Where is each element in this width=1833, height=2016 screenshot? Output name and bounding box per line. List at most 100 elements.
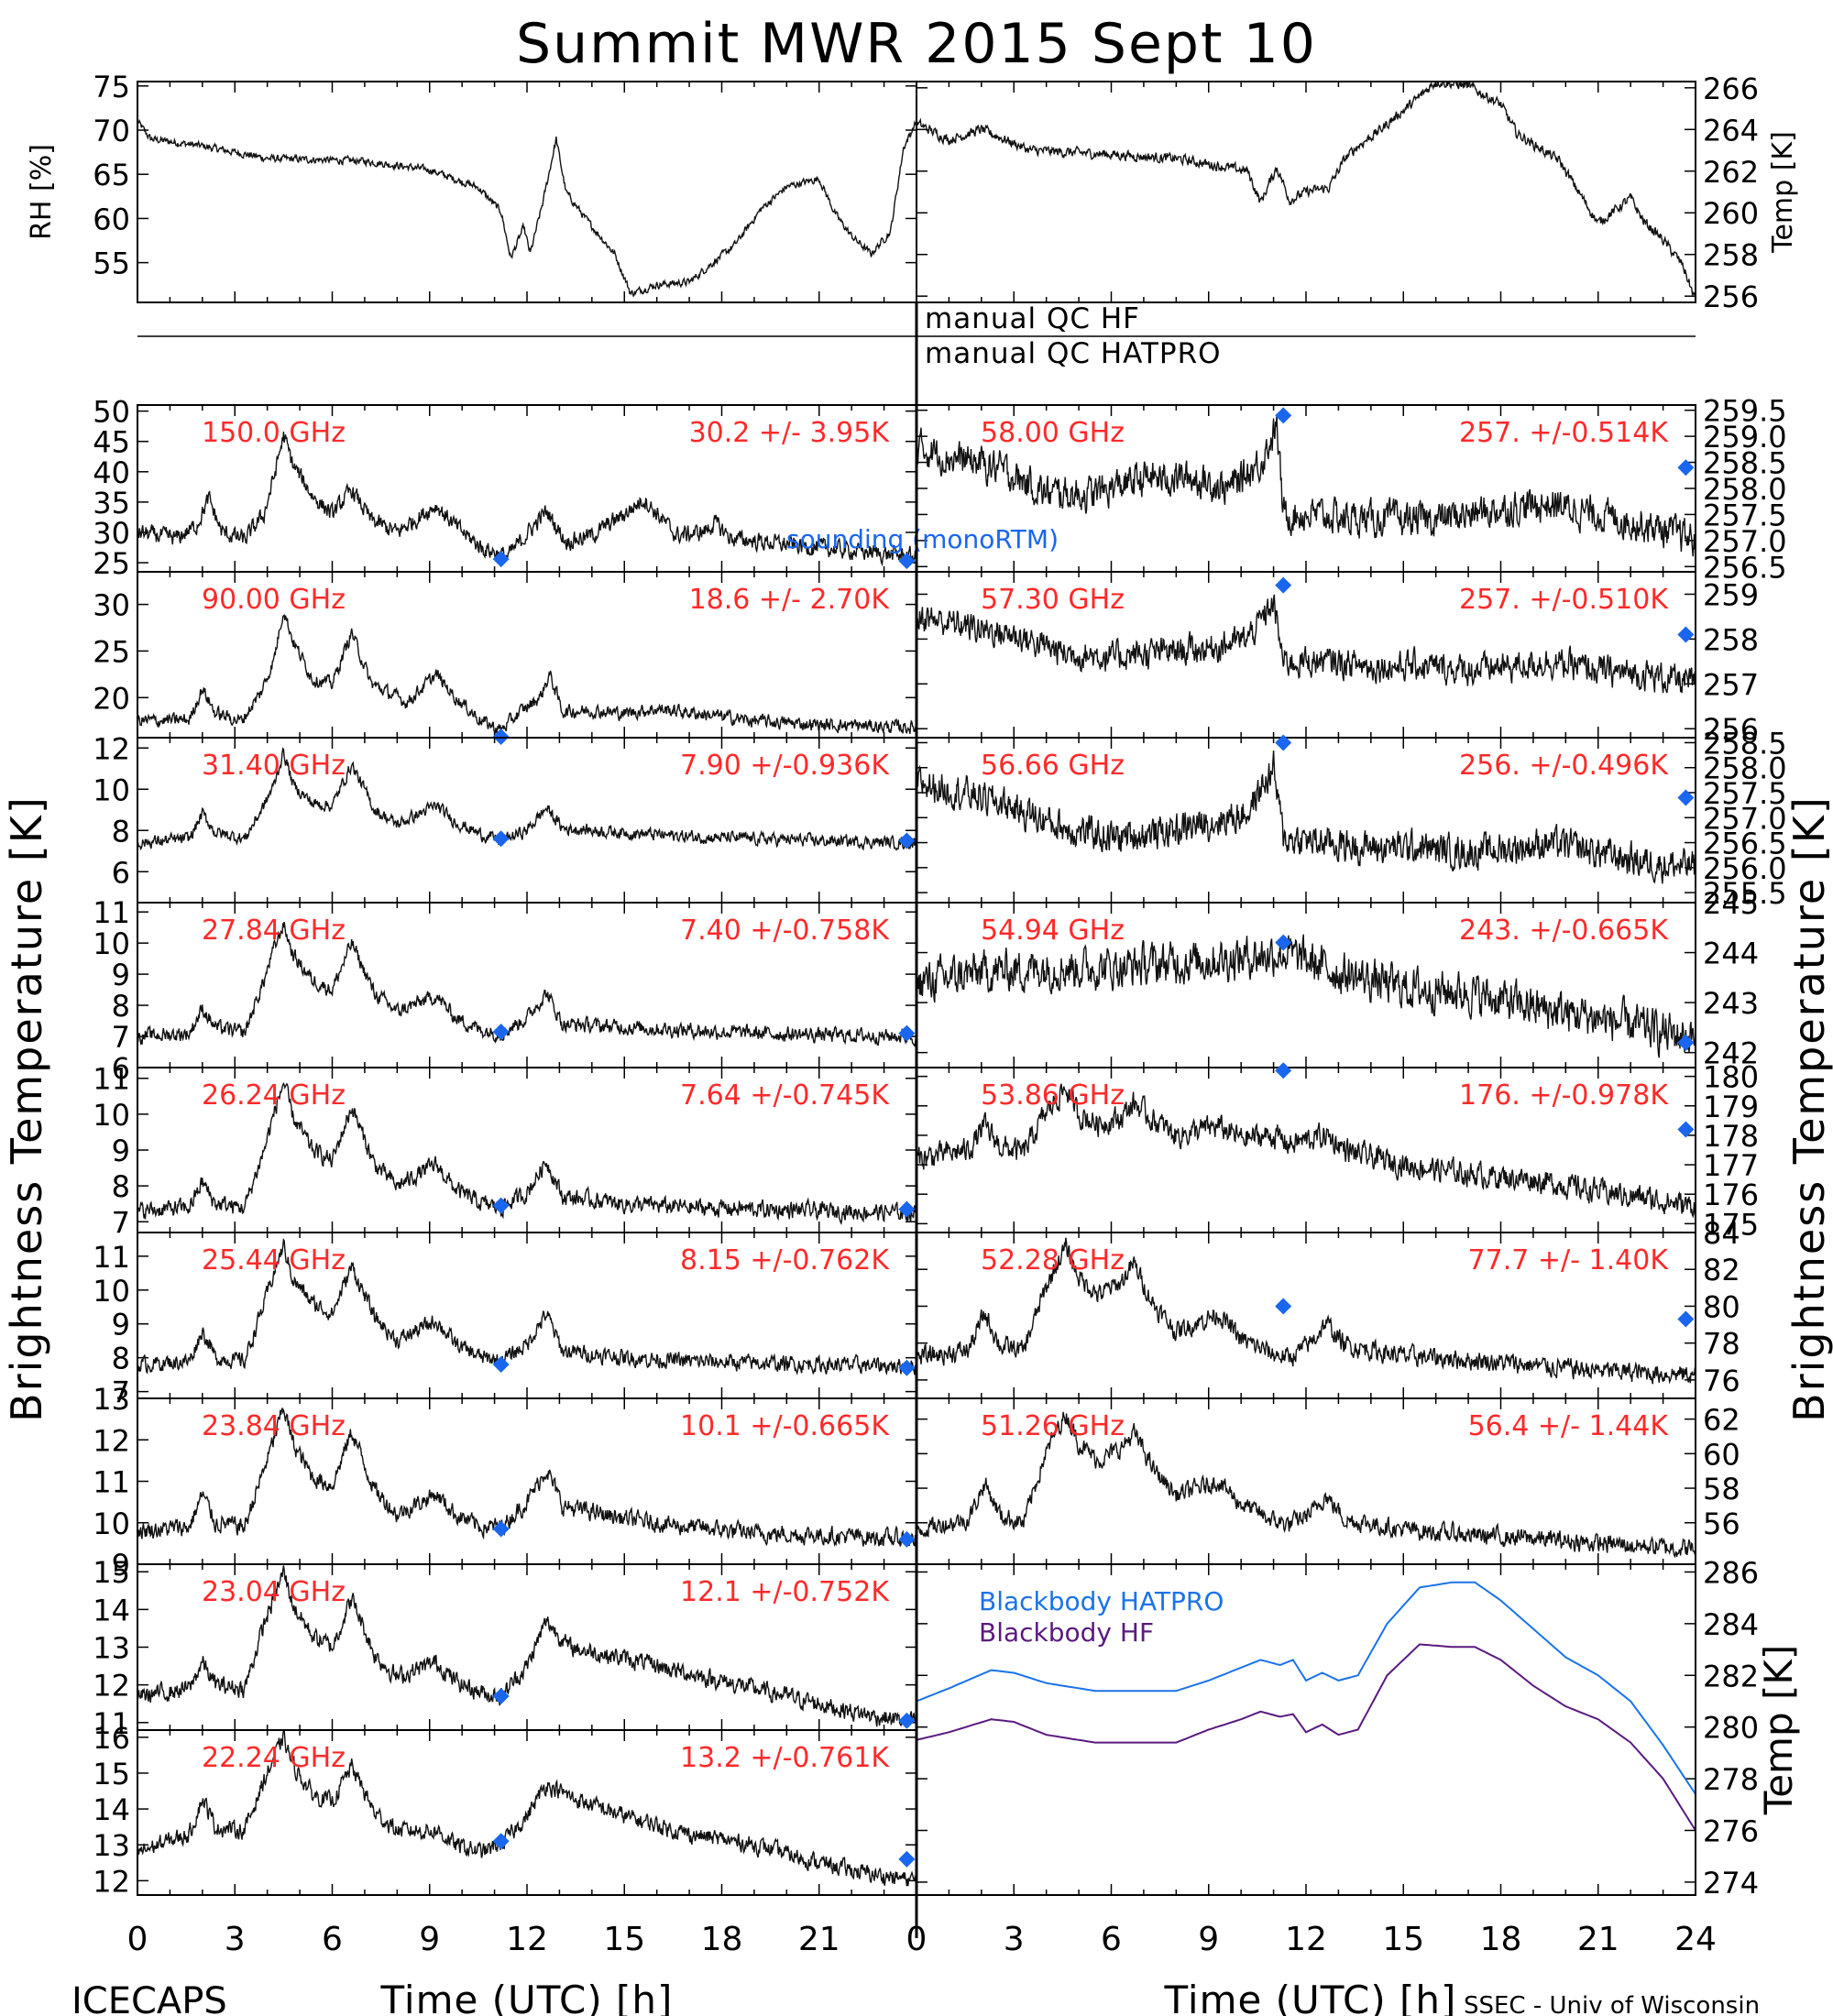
data-trace [138,747,916,851]
y-tick-label: 180 [1703,1060,1759,1095]
sounding-marker [1275,1298,1292,1315]
chart-panel: 0 3 6 9 12 15 18 21 24 274 276 278 280 282 284 286 Temp … [906,1555,1801,1958]
x-tick-label: 6 [322,1921,343,1958]
data-trace [138,431,916,567]
channel-stats-label: 13.2 +/-0.761K [680,1742,890,1774]
data-layer [138,431,916,567]
sounding-marker [1677,1310,1695,1328]
y-tick-label: 175 [1703,1207,1759,1242]
x-tick-label: 18 [1480,1921,1522,1958]
left-y-axis-label: Brightness Temperature [K] [2,795,51,1422]
channel-stats-label: 18.6 +/- 2.70K [689,584,891,616]
left-x-axis-label: Time (UTC) [h] [380,1978,674,2016]
data-trace [917,1237,1695,1385]
channel-frequency-label: 25.44 GHz [202,1244,346,1276]
footer-right-label: SSEC - Univ of Wisconsin [1464,1992,1760,2016]
y-tick-label: 7 [112,1375,130,1410]
y-tick-label: 76 [1703,1364,1740,1398]
y-tick-label: 256.5 [1703,550,1787,585]
y-tick-label: 256 [1703,712,1759,747]
sounding-marker [1677,459,1695,477]
sounding-marker [898,1850,916,1868]
y-tick-label: 286 [1703,1555,1759,1590]
data-trace [138,614,916,735]
y-tick-label: 274 [1703,1866,1759,1901]
data-trace [138,1565,916,1727]
y-tick-label: 9 [112,1134,130,1168]
y-tick-label: 280 [1703,1711,1759,1746]
sounding-marker [492,1520,510,1538]
y-tick-label: 6 [112,855,130,890]
channel-frequency-label: 31.40 GHz [202,750,346,782]
y-tick-label: 14 [93,1593,130,1627]
data-trace [917,82,1695,298]
y-tick-label: 258.0 [1703,751,1787,786]
y-tick-label: 12 [93,731,130,766]
channel-frequency-label: 56.66 GHz [981,750,1125,782]
y-tick-label: 284 [1703,1607,1759,1642]
channel-frequency-label: 90.00 GHz [202,584,346,616]
sounding-marker [492,1687,510,1704]
data-trace [138,1408,916,1548]
sounding-marker [898,553,916,570]
channel-stats-label: 257. +/-0.510K [1459,584,1669,616]
x-tick-label: 21 [1577,1921,1619,1958]
y-tick-label: 258 [1703,622,1759,657]
sounding-marker [1677,1034,1695,1051]
channel-stats-label: 8.15 +/-0.762K [680,1244,890,1276]
chart-panel: 9 10 11 12 13 23.84 GHz 10.1 +/-0.665K [93,1382,917,1583]
y-axis-label: RH [%] [26,144,58,240]
sounding-marker [898,832,916,849]
y-tick-label: 257.5 [1703,498,1787,532]
x-tick-label: 18 [701,1921,743,1958]
chart-panel: 242 243 244 245 54.94 GHz 243. +/-0.665K [916,886,1759,1071]
y-axis-label: Temp [K] [1756,1645,1801,1816]
x-tick-label: 3 [225,1921,246,1958]
y-tick-label: 256.0 [1703,851,1787,886]
sounding-marker [492,1356,510,1374]
manual-qc-hatpro-label: manual QC HATPRO [925,337,1222,370]
channel-stats-label: 77.7 +/- 1.40K [1468,1244,1670,1276]
y-tick-label: 25 [93,546,130,581]
data-trace [917,750,1695,884]
y-tick-label: 13 [93,1828,130,1863]
y-tick-label: 177 [1703,1148,1759,1183]
y-tick-label: 9 [112,1548,130,1583]
y-tick-label: 84 [1703,1216,1740,1251]
y-tick-label: 278 [1703,1762,1759,1797]
y-tick-label: 262 [1703,155,1759,190]
y-axis-label: Temp [K] [1767,131,1799,254]
sounding-marker [898,1530,916,1548]
channel-frequency-label: 22.24 GHz [202,1742,346,1774]
y-tick-label: 25 [93,634,130,669]
y-tick-label: 55 [93,247,130,281]
channel-stats-label: 56.4 +/- 1.44K [1468,1410,1670,1442]
data-trace [917,1411,1695,1559]
sounding-marker [492,1197,510,1214]
x-tick-label: 9 [419,1921,440,1958]
data-trace [138,1731,916,1887]
footer-left-label: ICECAPS [71,1980,227,2016]
y-tick-label: 10 [93,1507,130,1541]
sounding-marker [1677,789,1695,806]
y-tick-label: 14 [93,1792,130,1827]
x-tick-label: 0 [906,1921,927,1958]
data-trace [138,921,916,1047]
data-layer [917,750,1695,884]
y-tick-label: 259.5 [1703,394,1787,429]
y-tick-label: 264 [1703,113,1759,148]
sounding-marker [898,1200,916,1218]
sounding-marker [492,728,510,745]
y-tick-label: 12 [93,1423,130,1458]
y-tick-label: 260 [1703,196,1759,231]
y-tick-label: 45 [93,425,130,460]
y-tick-label: 65 [93,158,130,192]
y-tick-label: 266 [1703,71,1759,106]
channel-stats-label: 12.1 +/-0.752K [680,1576,890,1608]
y-tick-label: 7 [112,1205,130,1240]
y-tick-label: 10 [93,772,130,807]
y-tick-label: 258 [1703,238,1759,273]
